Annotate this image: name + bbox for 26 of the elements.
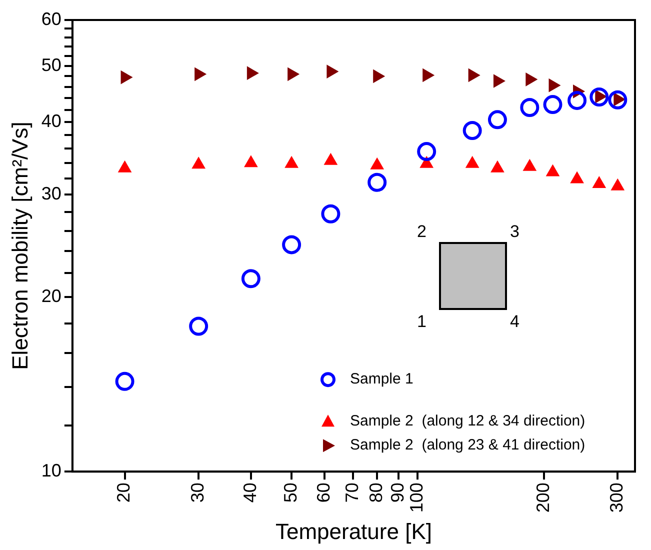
- annotation: 2: [417, 222, 426, 242]
- x-tick-label: 60: [314, 482, 334, 503]
- y-tick-label: 30: [41, 184, 62, 204]
- legend-label: Sample 1: [350, 370, 414, 388]
- x-tick-label: 30: [188, 482, 208, 503]
- y-tick-label: 40: [41, 111, 62, 132]
- y-tick-label: 10: [41, 460, 62, 481]
- annotation: 1: [417, 312, 426, 332]
- annotation: 3: [510, 222, 520, 242]
- x-tick-label: 200: [532, 482, 553, 513]
- x-tick-label: 40: [240, 482, 260, 503]
- x-tick-label: 70: [342, 482, 362, 503]
- legend-label: Sample 2 (along 23 & 41 direction): [350, 436, 586, 454]
- annotation: 4: [510, 312, 520, 332]
- y-axis-title: Electron mobility [cm²/Vs]: [7, 122, 32, 370]
- y-tick-label: 50: [41, 54, 62, 75]
- x-tick-label: 100: [406, 482, 427, 513]
- x-tick-label: 300: [606, 482, 627, 513]
- x-tick-label: 80: [366, 482, 386, 503]
- legend-label: Sample 2 (along 12 & 34 direction): [350, 412, 586, 430]
- x-tick-label: 90: [387, 482, 408, 503]
- x-tick-label: 20: [114, 482, 134, 503]
- x-axis-title: Temperature [K]: [275, 518, 432, 544]
- x-tick-label: 50: [280, 482, 301, 503]
- y-tick-label: 60: [41, 8, 62, 29]
- y-tick-label: 20: [41, 286, 62, 306]
